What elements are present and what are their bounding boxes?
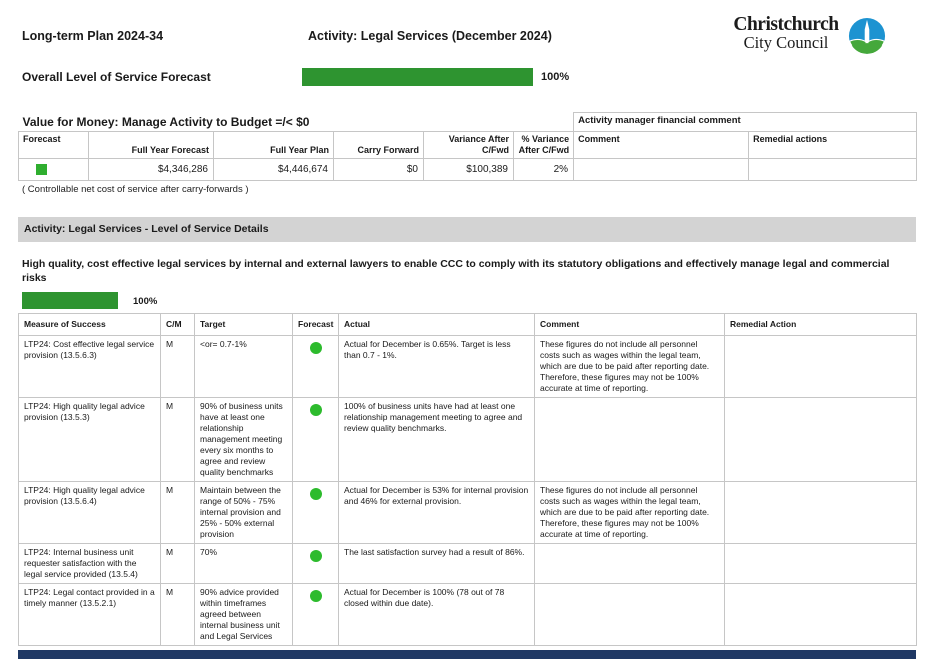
column-header-cm: C/M bbox=[160, 313, 195, 336]
green-status-dot-icon bbox=[309, 550, 322, 562]
column-header-pct-variance-after-cfwd: % Variance After C/Fwd bbox=[512, 131, 575, 159]
forecast-cell bbox=[292, 397, 339, 482]
table-row: LTP24: Cost effective legal service prov… bbox=[18, 335, 917, 398]
measure-cell: LTP24: High quality legal advice provisi… bbox=[18, 397, 161, 482]
cathedral-icon bbox=[848, 17, 886, 60]
cm-cell: M bbox=[160, 335, 195, 398]
forecast-cell bbox=[292, 543, 339, 584]
table-row: LTP24: Internal business unit requester … bbox=[18, 543, 917, 584]
column-header-full-year-plan: Full Year Plan bbox=[213, 131, 334, 159]
target-cell: Maintain between the range of 50% - 75% … bbox=[194, 481, 293, 544]
logo-line2: City Council bbox=[743, 32, 829, 52]
target-cell: 90% advice provided within timeframes ag… bbox=[194, 583, 293, 646]
comment-cell bbox=[534, 583, 725, 646]
council-logo-text: Christchurch City Council bbox=[729, 15, 843, 52]
logo-line1: Christchurch bbox=[733, 14, 839, 35]
table-row: LTP24: High quality legal advice provisi… bbox=[18, 397, 917, 482]
remedial-cell bbox=[724, 397, 917, 482]
column-header-comment: Comment bbox=[534, 313, 725, 336]
table-row: LTP24: High quality legal advice provisi… bbox=[18, 481, 917, 544]
actual-cell: Actual for December is 100% (78 out of 7… bbox=[338, 583, 535, 646]
column-header-forecast: Forecast bbox=[292, 313, 339, 336]
section-header-level-of-service-details: Activity: Legal Services - Level of Serv… bbox=[18, 217, 916, 242]
measure-cell: LTP24: High quality legal advice provisi… bbox=[18, 481, 161, 544]
column-header-remedial-action: Remedial Action bbox=[724, 313, 917, 336]
level-of-service-percent: 100% bbox=[133, 296, 158, 307]
green-status-dot-icon bbox=[309, 342, 322, 354]
variance-after-cfwd-value: $100,389 bbox=[423, 158, 514, 181]
footer-bar bbox=[18, 650, 916, 659]
remedial-cell bbox=[724, 543, 917, 584]
page-title: Activity: Legal Services (December 2024) bbox=[308, 29, 552, 43]
green-status-dot-icon bbox=[309, 488, 322, 500]
comment-cell bbox=[534, 543, 725, 584]
cm-cell: M bbox=[160, 397, 195, 482]
column-header-comment: Comment bbox=[573, 131, 750, 159]
measure-cell: LTP24: Internal business unit requester … bbox=[18, 543, 161, 584]
los-table-header-row: Measure of Success C/M Target Forecast A… bbox=[18, 313, 917, 336]
remedial-cell bbox=[724, 481, 917, 544]
value-for-money-table: Value for Money: Manage Activity to Budg… bbox=[18, 112, 918, 181]
full-year-plan-value: $4,446,674 bbox=[213, 158, 334, 181]
controllable-cost-footnote: ( Controllable net cost of service after… bbox=[22, 184, 249, 195]
green-status-dot-icon bbox=[309, 590, 322, 602]
cm-cell: M bbox=[160, 583, 195, 646]
target-cell: 70% bbox=[194, 543, 293, 584]
overall-forecast-percent: 100% bbox=[541, 71, 570, 83]
column-header-measure-of-success: Measure of Success bbox=[18, 313, 161, 336]
actual-cell: The last satisfaction survey had a resul… bbox=[338, 543, 535, 584]
overall-forecast-progress-bar bbox=[302, 68, 533, 86]
actual-cell: Actual for December is 0.65%. Target is … bbox=[338, 335, 535, 398]
cm-cell: M bbox=[160, 481, 195, 544]
pct-variance-after-cfwd-value: 2% bbox=[512, 158, 575, 181]
column-header-target: Target bbox=[194, 313, 293, 336]
budget-forecast-status-cell bbox=[18, 158, 89, 181]
remedial-cell bbox=[724, 583, 917, 646]
financial-comment-cell bbox=[573, 158, 750, 181]
column-header-forecast: Forecast bbox=[18, 131, 89, 159]
column-header-carry-forward: Carry Forward bbox=[333, 131, 424, 159]
level-of-service-description: High quality, cost effective legal servi… bbox=[22, 258, 890, 284]
green-status-square-icon bbox=[36, 164, 47, 175]
full-year-forecast-value: $4,346,286 bbox=[88, 158, 214, 181]
measure-cell: LTP24: Legal contact provided in a timel… bbox=[18, 583, 161, 646]
forecast-cell bbox=[292, 583, 339, 646]
column-header-remedial-actions: Remedial actions bbox=[748, 131, 918, 159]
actual-cell: Actual for December is 53% for internal … bbox=[338, 481, 535, 544]
forecast-cell bbox=[292, 335, 339, 398]
value-for-money-title: Value for Money: Manage Activity to Budg… bbox=[22, 115, 310, 129]
comment-cell bbox=[534, 397, 725, 482]
column-header-full-year-forecast: Full Year Forecast bbox=[88, 131, 214, 159]
carry-forward-value: $0 bbox=[333, 158, 424, 181]
measure-cell: LTP24: Cost effective legal service prov… bbox=[18, 335, 161, 398]
remedial-actions-cell bbox=[748, 158, 918, 181]
cm-cell: M bbox=[160, 543, 195, 584]
target-cell: <or= 0.7-1% bbox=[194, 335, 293, 398]
column-header-variance-after-cfwd: Variance After C/Fwd bbox=[423, 131, 514, 159]
target-cell: 90% of business units have at least one … bbox=[194, 397, 293, 482]
financial-comment-header: Activity manager financial comment bbox=[573, 112, 918, 132]
level-of-service-table: Measure of Success C/M Target Forecast A… bbox=[18, 313, 917, 646]
table-row: LTP24: Legal contact provided in a timel… bbox=[18, 583, 917, 646]
overall-forecast-label: Overall Level of Service Forecast bbox=[22, 70, 211, 84]
comment-cell: These figures do not include all personn… bbox=[534, 481, 725, 544]
column-header-actual: Actual bbox=[338, 313, 535, 336]
remedial-cell bbox=[724, 335, 917, 398]
comment-cell: These figures do not include all personn… bbox=[534, 335, 725, 398]
plan-title: Long-term Plan 2024-34 bbox=[22, 29, 164, 43]
green-status-dot-icon bbox=[309, 404, 322, 416]
actual-cell: 100% of business units have had at least… bbox=[338, 397, 535, 482]
level-of-service-progress-bar bbox=[22, 292, 118, 309]
council-logo: Christchurch City Council bbox=[729, 15, 886, 60]
forecast-cell bbox=[292, 481, 339, 544]
